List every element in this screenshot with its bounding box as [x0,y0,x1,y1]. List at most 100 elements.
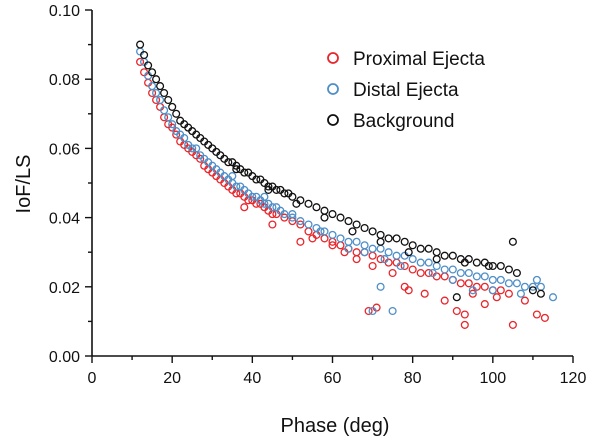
data-point [368,306,377,316]
data-point [348,227,357,236]
data-point [492,293,501,302]
y-tick-label: 0.00 [49,349,80,366]
y-tick-label: 0.04 [49,211,80,228]
data-point [440,251,449,260]
data-point [224,158,233,167]
data-point [548,293,558,302]
data-point [268,203,277,212]
data-point [292,199,301,208]
data-point [164,95,173,105]
data-point [352,220,361,229]
series-proximal-ejecta [136,57,549,329]
data-point [180,133,189,143]
data-point [368,244,377,253]
data-point [336,213,345,222]
data-point [168,102,177,111]
data-point [240,203,249,212]
data-point [160,106,169,115]
data-point [336,234,345,243]
data-point [416,258,425,267]
data-point [360,223,369,233]
data-point [384,234,393,243]
data-point [484,261,493,271]
data-point [288,210,297,219]
data-point [368,227,377,236]
data-point [156,95,165,105]
plot-frame [91,10,573,357]
data-point [488,286,497,295]
data-point [156,82,165,91]
data-point [196,154,205,163]
legend-marker [327,114,339,126]
data-point [496,261,505,271]
data-point [456,268,465,278]
data-point [396,261,405,271]
data-point [148,68,157,77]
data-point [308,234,317,243]
data-point [472,258,481,267]
data-point [232,182,241,191]
series-background [136,40,545,302]
data-point [272,185,281,194]
data-point [424,258,433,267]
data-point [376,244,385,253]
data-point [504,289,513,298]
data-point [380,255,389,264]
x-tick-label: 100 [479,370,506,387]
x-axis-tick-labels: 0 20 40 60 80 100 120 [88,370,587,387]
data-point [144,61,153,70]
data-point [344,244,353,253]
x-tick-label: 120 [560,370,587,387]
data-point [504,265,513,274]
y-axis-title: IoF/LS [13,155,35,214]
data-point [320,213,329,222]
y-tick-label: 0.06 [49,141,80,158]
data-point [532,275,541,284]
data-point [260,192,269,201]
data-point [304,227,313,236]
data-point [240,168,249,177]
data-point [448,251,457,260]
data-point [416,244,425,253]
data-point [288,192,297,201]
data-point [360,241,369,250]
data-point [440,296,449,305]
series-distal-ejecta [136,47,558,316]
data-point [400,237,409,246]
data-point [424,268,433,278]
data-point [296,237,305,246]
data-point [280,213,289,222]
x-tick-label: 0 [88,370,97,387]
data-point [320,206,329,215]
data-point [460,258,469,267]
y-tick-label: 0.02 [49,280,80,297]
data-point [448,275,457,284]
data-point [460,310,469,319]
data-point [440,272,449,281]
data-point [152,88,161,98]
data-point [504,279,513,288]
data-point [352,248,361,257]
data-point [508,237,517,246]
data-point [532,310,541,319]
data-points [136,40,558,329]
data-point [404,248,413,257]
data-point [304,199,313,208]
data-point [540,313,549,322]
data-point [328,210,337,219]
data-point [192,144,201,153]
data-point [392,251,401,260]
data-point [480,272,489,281]
legend: Proximal Ejecta Distal Ejecta Background [327,49,485,132]
data-point [400,261,409,271]
x-tick-label: 40 [243,370,261,387]
data-point [248,192,257,201]
data-point [456,279,465,288]
data-point [424,244,433,253]
legend-marker [327,83,339,95]
data-point [304,220,313,229]
legend-label: Proximal Ejecta [353,49,485,70]
data-point [168,120,177,129]
data-point [432,261,441,271]
